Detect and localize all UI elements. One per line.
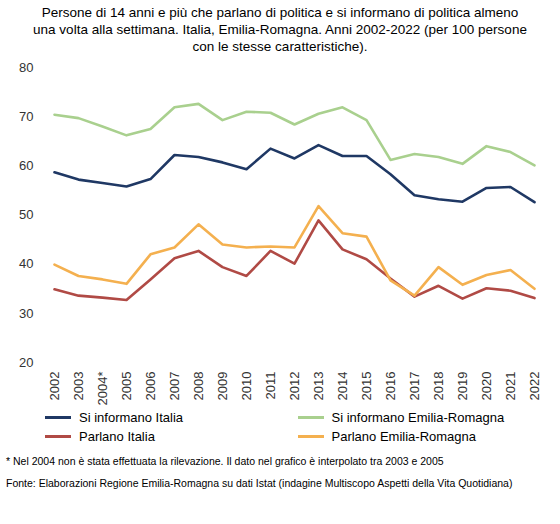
html-text:Fonte: Elaborazioni Regione Em: Fonte: Elaborazioni Regione Emilia-Romag… [6,477,513,489]
svg-text:2006: 2006 [143,372,158,401]
html-text:Si informano Italia: Si informano Italia [79,410,184,425]
svg-text:80: 80 [19,60,33,75]
svg-text:2013: 2013 [311,372,326,401]
svg-text:60: 60 [19,158,33,173]
svg-text:2002: 2002 [47,372,62,401]
svg-text:2019: 2019 [455,372,470,401]
svg-text:2015: 2015 [359,372,374,401]
svg-text:2003: 2003 [71,372,86,401]
svg-text:2007: 2007 [167,372,182,401]
html-text:Parlano Italia: Parlano Italia [79,429,155,444]
svg-text:2020: 2020 [479,372,494,401]
svg-text:2009: 2009 [215,372,230,401]
svg-text:50: 50 [19,207,33,222]
svg-text:2008: 2008 [191,372,206,401]
html-text:Si informano Emilia-Romagna: Si informano Emilia-Romagna [331,410,505,425]
svg-text:2010: 2010 [239,372,254,401]
svg-text:2011: 2011 [263,372,278,400]
svg-text:20: 20 [19,355,33,370]
html-text:* Nel 2004 non è stata effettu: * Nel 2004 non è stata effettuata la ril… [6,455,444,467]
svg-text:2022: 2022 [527,372,542,401]
svg-text:2016: 2016 [383,372,398,401]
svg-text:70: 70 [19,109,33,124]
svg-text:2012: 2012 [287,372,302,401]
svg-text:2004*: 2004* [95,372,110,406]
svg-text:40: 40 [19,256,33,271]
svg-text:2005: 2005 [119,372,134,401]
svg-text:30: 30 [19,305,33,320]
svg-text:2021: 2021 [503,372,518,401]
svg-text:2018: 2018 [431,372,446,401]
html-text:Parlano Emilia-Romagna: Parlano Emilia-Romagna [331,429,476,444]
svg-text:2017: 2017 [407,372,422,401]
svg-text:2014: 2014 [335,372,350,401]
html-text:Persone di 14 anni e più che p: Persone di 14 anni e più che parlano di … [33,5,527,54]
